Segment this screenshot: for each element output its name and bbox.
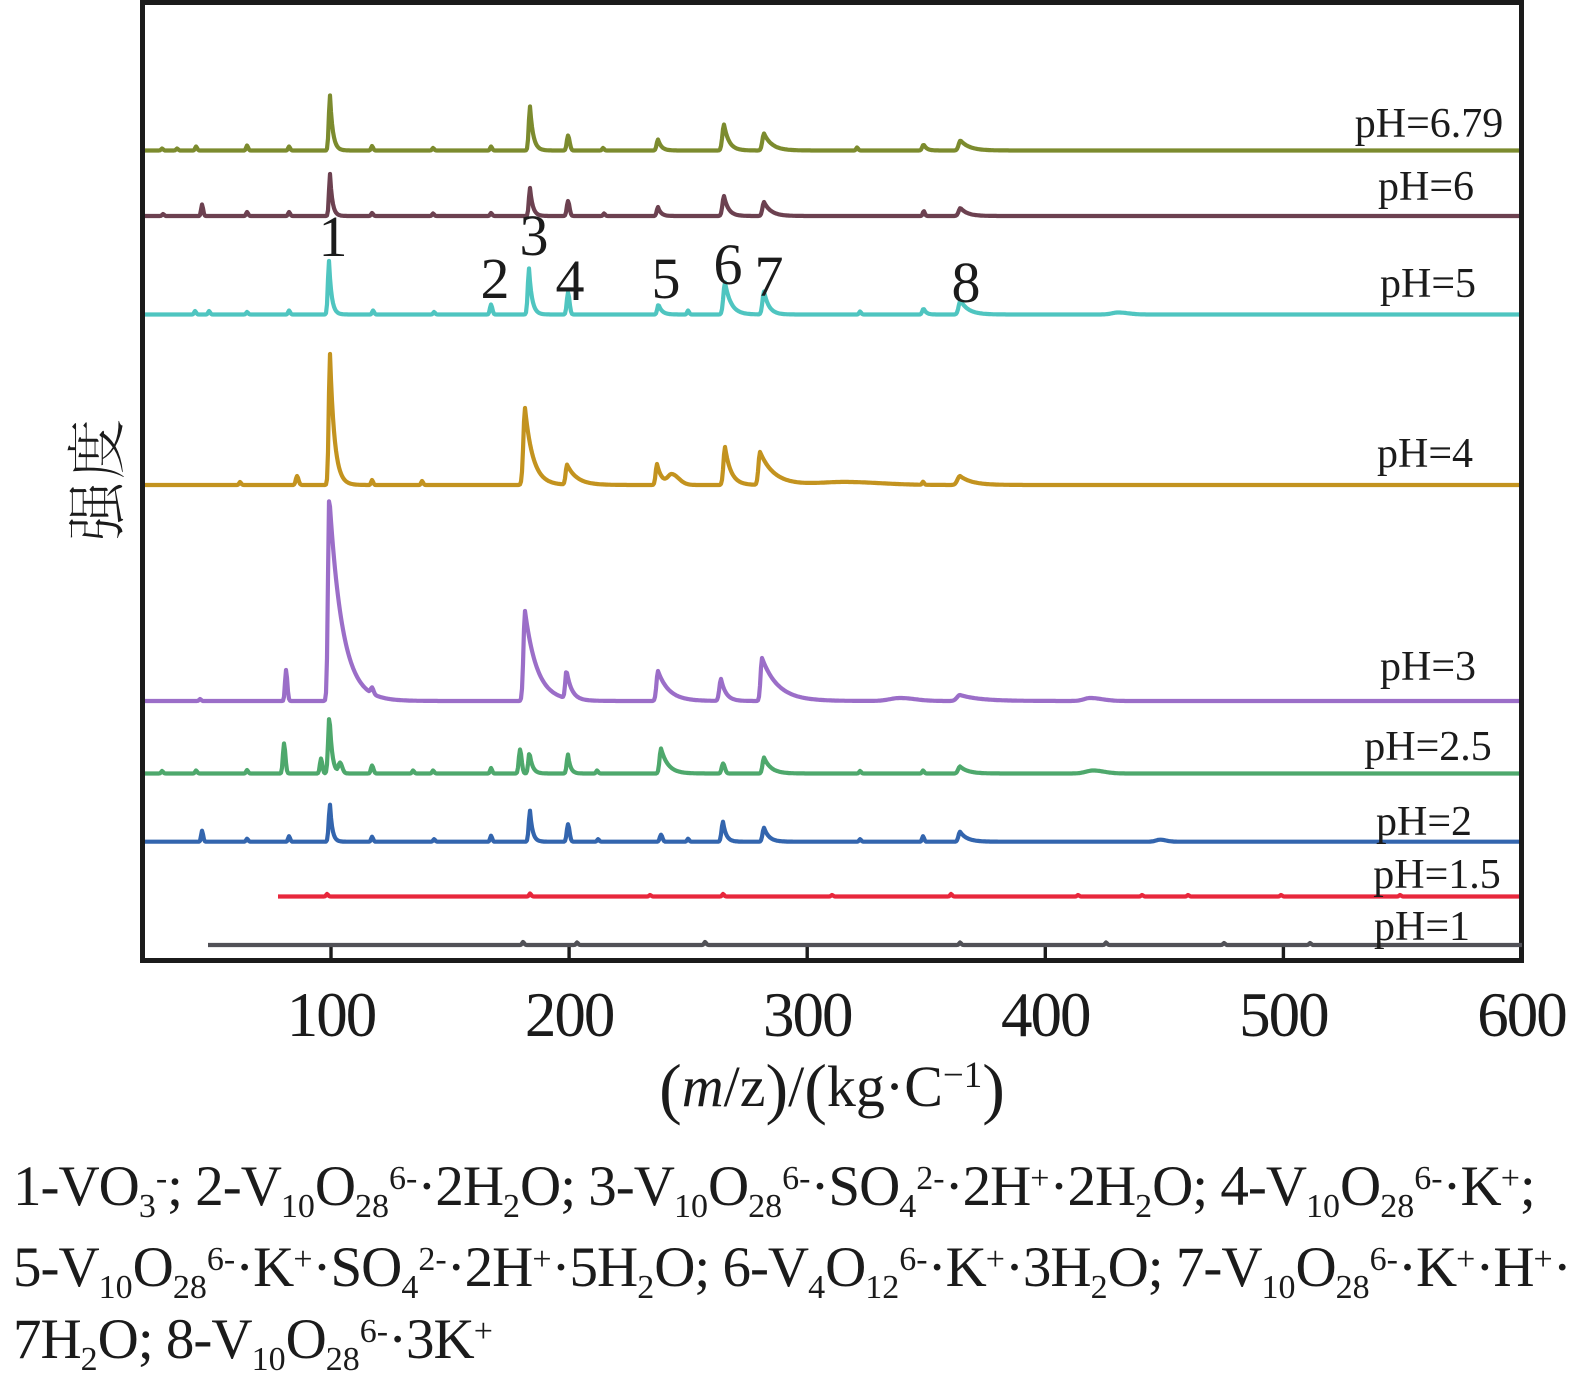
svg-text:300: 300 (763, 980, 852, 1050)
svg-text:pH=6.79: pH=6.79 (1355, 101, 1504, 147)
svg-text:pH=6: pH=6 (1378, 164, 1474, 210)
svg-text:3: 3 (520, 203, 549, 268)
svg-text:500: 500 (1239, 980, 1328, 1050)
svg-text:600: 600 (1477, 980, 1566, 1050)
svg-text:6: 6 (714, 232, 743, 297)
svg-text:5: 5 (652, 246, 681, 311)
svg-text:pH=4: pH=4 (1377, 431, 1473, 477)
svg-text:100: 100 (287, 980, 376, 1050)
svg-text:pH=2: pH=2 (1376, 799, 1472, 845)
svg-text:8: 8 (952, 250, 981, 315)
svg-text:1: 1 (319, 204, 348, 269)
svg-text:7: 7 (755, 244, 784, 309)
svg-text:pH=1: pH=1 (1374, 904, 1470, 950)
svg-text:2: 2 (481, 246, 510, 311)
svg-text:pH=1.5: pH=1.5 (1373, 852, 1501, 898)
svg-text:pH=2.5: pH=2.5 (1364, 724, 1492, 770)
svg-text:4: 4 (556, 248, 585, 313)
svg-text:200: 200 (525, 980, 614, 1050)
svg-text:pH=5: pH=5 (1380, 261, 1476, 307)
svg-text:pH=3: pH=3 (1380, 644, 1476, 690)
svg-text:400: 400 (1001, 980, 1090, 1050)
